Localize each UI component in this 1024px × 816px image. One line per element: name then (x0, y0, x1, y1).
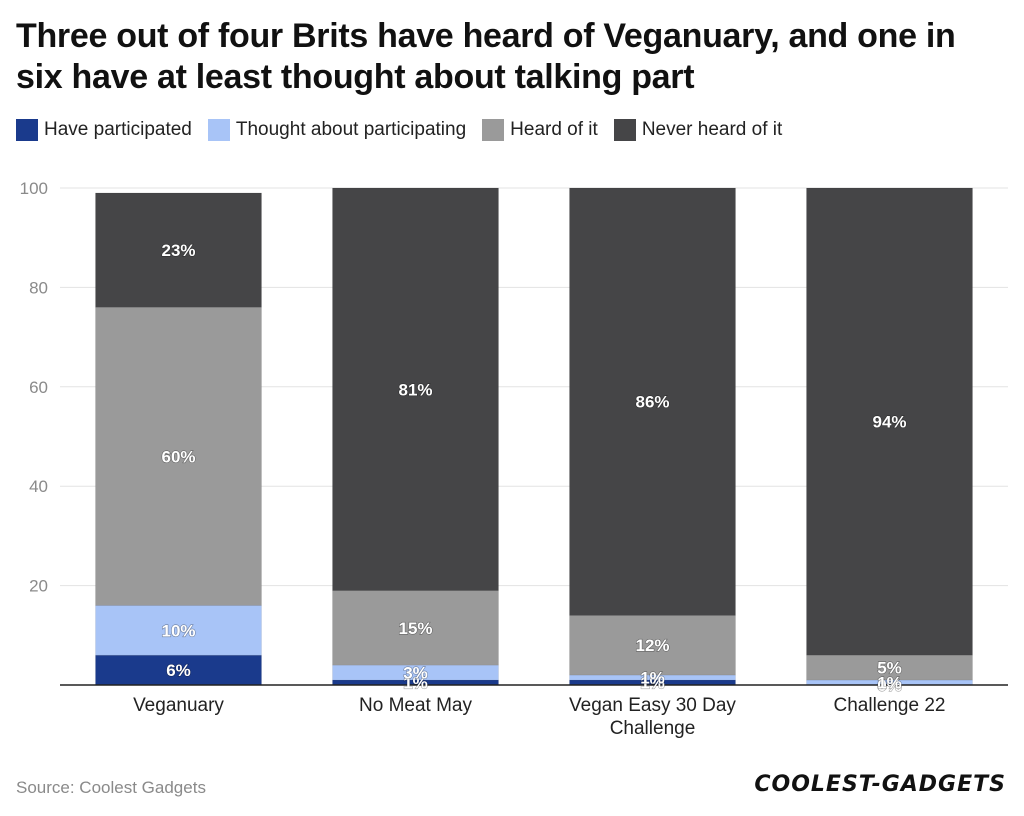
data-label: 1% (403, 674, 428, 693)
legend-label: Never heard of it (641, 119, 783, 140)
legend-label: Heard of it (510, 119, 598, 140)
legend-label: Thought about participating (235, 119, 467, 140)
data-label: 6% (166, 661, 191, 680)
legend: Have participated Thought about participa… (16, 116, 798, 144)
y-tick-label: 100 (20, 179, 48, 198)
data-label: 23% (161, 241, 195, 260)
data-label: 1% (640, 669, 665, 688)
y-tick-label: 20 (29, 577, 48, 596)
legend-item: Have participated (16, 119, 192, 141)
legend-swatch (16, 119, 38, 141)
data-label: 60% (161, 447, 195, 466)
x-category-label: Vegan Easy 30 Day (569, 695, 736, 716)
data-label: 1% (640, 674, 665, 693)
legend-swatch (207, 119, 230, 141)
data-label: 15% (398, 619, 432, 638)
legend-item: Never heard of it (613, 119, 783, 141)
bar-segment (95, 192, 262, 308)
bar-segment (95, 605, 262, 656)
data-label: 1% (877, 674, 902, 693)
data-label: 81% (398, 380, 432, 399)
bar-segment (569, 615, 736, 676)
legend-item: Thought about participating (207, 119, 467, 141)
data-label: 86% (635, 393, 669, 412)
data-label: 3% (403, 664, 428, 683)
x-category-label: Challenge 22 (834, 695, 946, 716)
y-tick-label: 60 (29, 378, 48, 397)
data-label: 12% (635, 636, 669, 655)
y-tick-label: 40 (29, 477, 48, 496)
bar-segment (569, 187, 736, 616)
bar-segment (332, 187, 499, 591)
brand-logo: COOLEST-GADGETS (754, 772, 1006, 797)
y-tick-label: 80 (29, 278, 48, 297)
data-label: 5% (877, 659, 902, 678)
data-label: 10% (161, 621, 195, 640)
chart-title: Three out of four Brits have heard of Ve… (16, 17, 956, 96)
data-label: 94% (872, 413, 906, 432)
bar-segment (806, 654, 973, 681)
bar-segment (95, 307, 262, 606)
x-category-label: Challenge (610, 718, 696, 739)
bar-segment (332, 590, 499, 666)
legend-swatch (482, 119, 505, 141)
bar-segment (95, 654, 262, 686)
legend-swatch (613, 119, 636, 141)
source-note: Source: Coolest Gadgets (16, 778, 206, 797)
data-label: 0% (877, 676, 902, 695)
x-category-label: No Meat May (359, 695, 472, 716)
bar-segment (806, 187, 973, 656)
legend-label: Have participated (44, 119, 192, 140)
legend-item: Heard of it (482, 119, 598, 141)
x-category-label: Veganuary (133, 695, 224, 716)
